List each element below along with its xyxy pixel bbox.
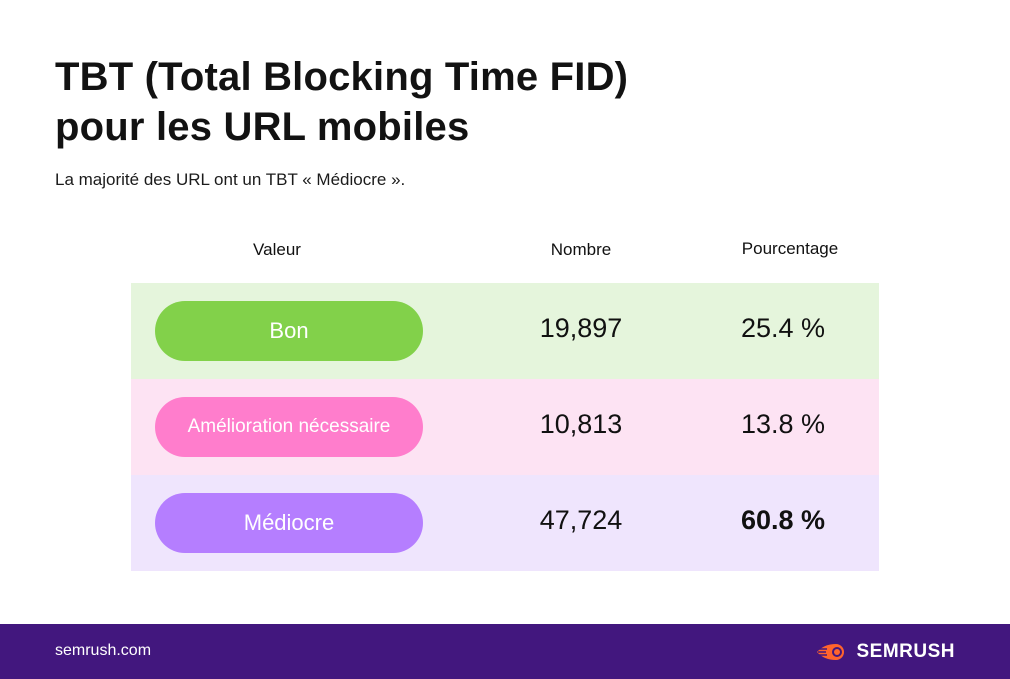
table-row-mediocre: Médiocre 47,724 60.8 % <box>131 475 879 571</box>
count-cell: 47,724 <box>539 505 623 535</box>
column-header-pourcentage: Pourcentage <box>741 239 839 258</box>
percent-cell: 25.4 % <box>740 313 826 343</box>
brand-name: SEMRUSH <box>856 641 955 662</box>
page-subtitle: La majorité des URL ont un TBT « Médiocr… <box>55 170 406 189</box>
column-header-valeur: Valeur <box>253 240 301 259</box>
column-header-nombre: Nombre <box>550 240 612 259</box>
count-cell: 10,813 <box>539 409 623 439</box>
count-cell: 19,897 <box>539 313 623 343</box>
page-title: TBT (Total Blocking Time FID) pour les U… <box>55 52 628 152</box>
semrush-fire-icon <box>817 644 845 660</box>
status-pill-amelioration: Amélioration nécessaire <box>155 397 423 457</box>
title-line-1: TBT (Total Blocking Time FID) <box>55 55 629 99</box>
percent-cell: 13.8 % <box>740 409 826 439</box>
footer-bar: semrush.com SEMRUSH <box>0 624 1010 679</box>
title-line-2: pour les URL mobiles <box>55 105 470 149</box>
semrush-logo: SEMRUSH <box>816 641 955 663</box>
percent-cell: 60.8 % <box>740 505 826 535</box>
footer-url[interactable]: semrush.com <box>55 642 152 659</box>
table-row-amelioration: Amélioration nécessaire 10,813 13.8 % <box>131 379 879 475</box>
status-pill-mediocre: Médiocre <box>155 493 423 553</box>
results-table: Bon 19,897 25.4 % Amélioration nécessair… <box>131 283 879 571</box>
status-pill-bon: Bon <box>155 301 423 361</box>
table-row-bon: Bon 19,897 25.4 % <box>131 283 879 379</box>
